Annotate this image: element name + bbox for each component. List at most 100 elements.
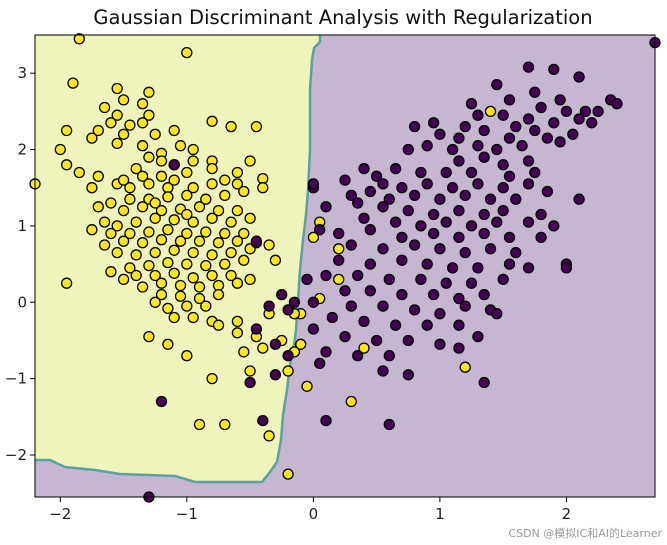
point-class-1 [181, 208, 193, 221]
point-class-1 [54, 143, 66, 156]
point-class-0 [434, 308, 446, 320]
point-class-1 [257, 342, 269, 354]
point-class-0 [522, 155, 535, 167]
point-class-0 [421, 258, 433, 270]
x-tick-label: 2 [562, 505, 572, 523]
point-class-1 [238, 227, 250, 240]
point-class-1 [263, 239, 275, 251]
point-class-1 [117, 94, 130, 106]
point-class-1 [168, 124, 180, 137]
point-class-1 [149, 212, 161, 224]
point-class-0 [333, 227, 345, 240]
point-class-1 [149, 197, 161, 209]
point-class-0 [364, 224, 376, 236]
point-class-1 [92, 124, 104, 137]
point-class-0 [510, 120, 522, 133]
point-class-1 [200, 193, 212, 205]
point-class-0 [370, 170, 383, 182]
point-class-1 [155, 204, 168, 217]
point-class-0 [383, 350, 395, 362]
point-class-0 [440, 166, 452, 179]
point-class-0 [244, 376, 256, 389]
point-class-0 [478, 124, 490, 137]
point-class-1 [231, 315, 244, 328]
point-class-1 [136, 98, 149, 110]
point-class-0 [421, 319, 433, 331]
point-class-1 [124, 262, 136, 274]
point-class-0 [554, 94, 566, 106]
point-class-1 [130, 216, 142, 228]
point-class-1 [200, 259, 212, 272]
point-class-0 [370, 334, 383, 347]
point-class-1 [155, 288, 168, 301]
points-layer [29, 33, 661, 503]
point-class-0 [434, 243, 446, 255]
point-class-1 [345, 395, 357, 408]
point-class-0 [529, 86, 541, 98]
point-class-0 [522, 178, 535, 190]
point-class-1 [111, 109, 123, 121]
point-class-1 [333, 243, 345, 255]
point-class-1 [358, 342, 370, 354]
point-class-0 [408, 120, 421, 133]
point-class-0 [402, 334, 414, 347]
point-class-1 [130, 249, 142, 261]
point-class-0 [522, 61, 535, 73]
point-class-0 [497, 204, 509, 217]
point-class-0 [472, 140, 484, 152]
decision-boundary [35, 35, 322, 484]
y-tick-label: 1 [17, 217, 27, 235]
point-class-0 [446, 182, 459, 194]
point-class-1 [295, 338, 307, 350]
point-class-0 [611, 98, 623, 110]
point-class-1 [162, 191, 174, 203]
point-class-0 [421, 178, 433, 190]
point-class-1 [231, 166, 244, 179]
point-class-1 [162, 302, 174, 315]
point-class-0 [491, 78, 503, 91]
point-class-0 [573, 113, 585, 125]
point-class-1 [73, 33, 85, 45]
point-class-1 [143, 330, 155, 343]
point-class-1 [200, 300, 212, 312]
y-tick-label: −2 [5, 446, 27, 464]
point-class-0 [541, 132, 554, 144]
point-class-0 [529, 166, 541, 179]
point-class-1 [282, 365, 294, 377]
point-class-1 [181, 258, 193, 270]
point-class-1 [105, 266, 117, 278]
point-class-0 [377, 300, 389, 312]
point-class-1 [212, 237, 225, 249]
point-class-0 [345, 300, 357, 312]
point-class-0 [522, 113, 535, 125]
point-class-0 [491, 143, 503, 156]
point-class-0 [282, 350, 294, 362]
point-class-1 [219, 258, 231, 270]
point-class-0 [459, 246, 471, 259]
point-class-1 [225, 120, 237, 133]
point-class-0 [497, 273, 509, 286]
point-class-1 [187, 246, 199, 259]
point-class-0 [535, 208, 547, 221]
point-class-0 [396, 231, 408, 244]
point-class-0 [440, 216, 452, 228]
point-class-0 [465, 220, 478, 232]
point-class-1 [181, 227, 193, 240]
point-class-1 [98, 239, 111, 251]
point-class-0 [421, 140, 433, 152]
point-class-0 [364, 185, 376, 198]
point-class-0 [402, 369, 414, 381]
point-class-0 [491, 308, 503, 320]
point-class-1 [181, 189, 193, 202]
point-class-0 [427, 117, 440, 129]
point-class-0 [320, 346, 332, 358]
point-class-0 [415, 220, 427, 232]
point-class-0 [516, 140, 528, 152]
point-class-1 [136, 170, 149, 182]
point-class-1 [206, 249, 218, 261]
point-class-0 [453, 319, 465, 331]
point-class-1 [174, 140, 187, 152]
point-class-0 [269, 369, 282, 381]
point-class-1 [257, 182, 269, 194]
point-class-0 [522, 216, 535, 228]
